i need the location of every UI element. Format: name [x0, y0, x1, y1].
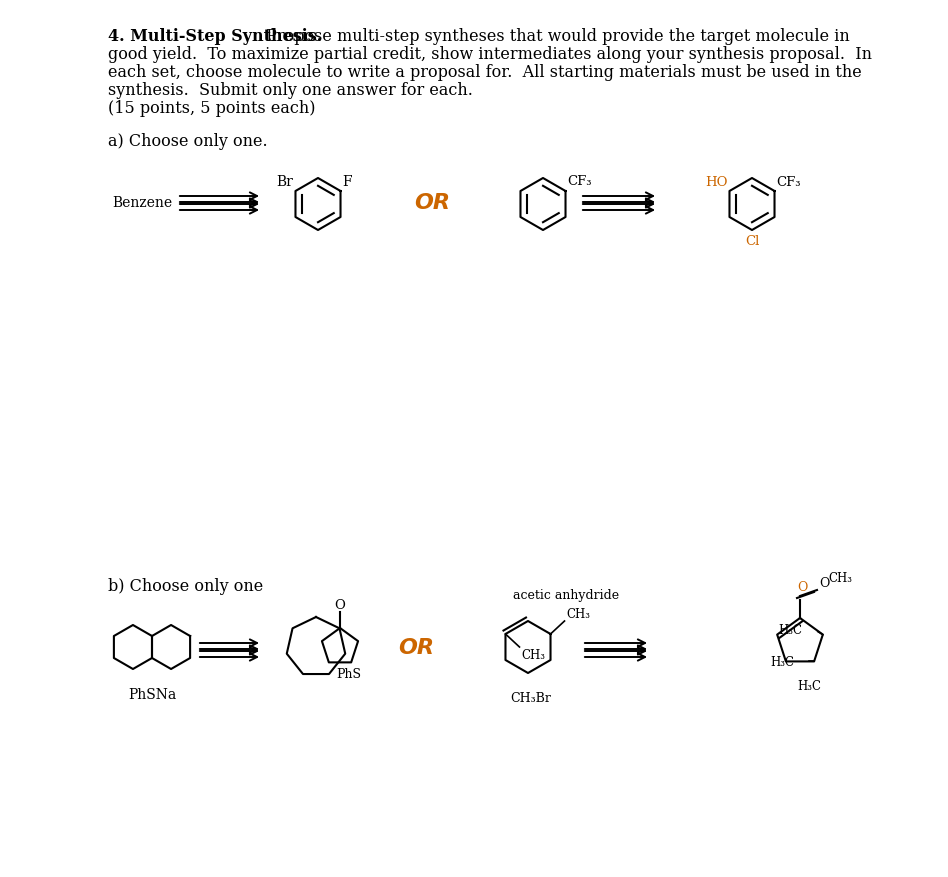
Text: a) Choose only one.: a) Choose only one. — [108, 132, 267, 150]
Text: CH₃: CH₃ — [567, 607, 591, 620]
Text: O: O — [819, 576, 830, 589]
Text: b) Choose only one: b) Choose only one — [108, 577, 264, 595]
Text: CH₃: CH₃ — [828, 571, 852, 584]
Text: PhSNa: PhSNa — [128, 688, 176, 702]
Text: O: O — [335, 598, 345, 611]
Text: HO: HO — [705, 175, 727, 189]
Text: H₃C: H₃C — [779, 624, 803, 637]
Text: H₃C: H₃C — [770, 655, 794, 668]
Text: O: O — [797, 581, 807, 594]
Text: OR: OR — [414, 193, 450, 213]
Text: Cl: Cl — [745, 235, 759, 247]
Text: acetic anhydride: acetic anhydride — [513, 588, 619, 602]
Text: F: F — [342, 175, 352, 189]
Text: CH₃Br: CH₃Br — [510, 691, 551, 704]
Text: Propose multi-step syntheses that would provide the target molecule in: Propose multi-step syntheses that would … — [261, 28, 849, 45]
Text: CF₃: CF₃ — [776, 175, 801, 189]
Text: each set, choose molecule to write a proposal for.  All starting materials must : each set, choose molecule to write a pro… — [108, 64, 862, 81]
Text: 4. Multi-Step Synthesis.: 4. Multi-Step Synthesis. — [108, 28, 322, 45]
Text: Br: Br — [277, 175, 294, 189]
Text: Benzene: Benzene — [112, 196, 173, 210]
Text: PhS: PhS — [337, 667, 362, 681]
Text: OR: OR — [398, 638, 434, 657]
Text: CH₃: CH₃ — [521, 648, 545, 661]
Text: (15 points, 5 points each): (15 points, 5 points each) — [108, 100, 316, 117]
Text: good yield.  To maximize partial credit, show intermediates along your synthesis: good yield. To maximize partial credit, … — [108, 46, 872, 63]
Text: H₃C: H₃C — [797, 680, 821, 693]
Text: CF₃: CF₃ — [568, 175, 592, 188]
Text: synthesis.  Submit only one answer for each.: synthesis. Submit only one answer for ea… — [108, 82, 473, 99]
